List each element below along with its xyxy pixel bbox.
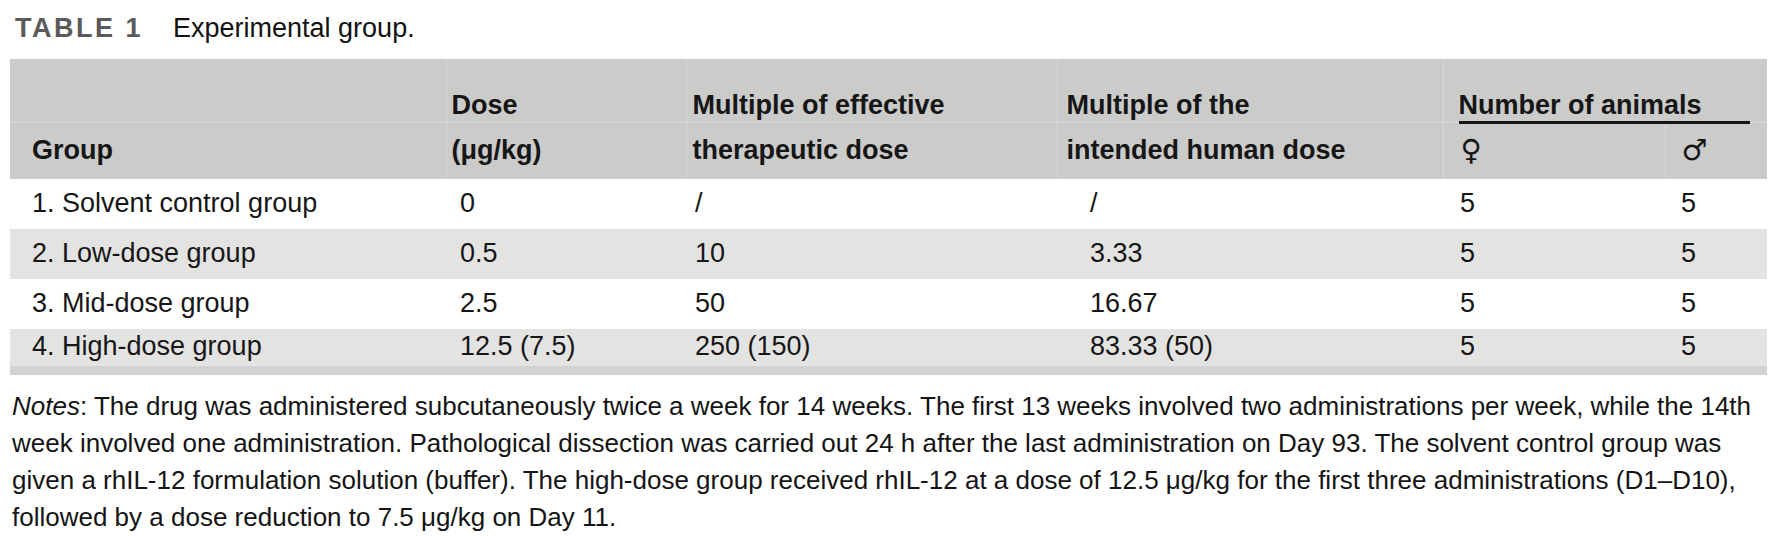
col-header-group: Group (10, 122, 446, 179)
header-row-top: Dose Multiple of effective Multiple of t… (10, 59, 1767, 122)
col-header-dose-unit: (μg/kg) (446, 122, 686, 179)
cell-female: 5 (1443, 179, 1665, 229)
number-of-animals-rule (1459, 121, 1751, 124)
cell-dose: 0.5 (446, 229, 686, 279)
table-header: Dose Multiple of effective Multiple of t… (10, 59, 1767, 179)
header-spacer-group (10, 59, 446, 122)
table-caption-text: Experimental group. (173, 13, 415, 43)
table-caption: TABLE 1 Experimental group. (0, 0, 1780, 44)
cell-eff: / (686, 179, 1057, 229)
cell-group: 1. Solvent control group (10, 179, 446, 229)
cell-group: 3. Mid-dose group (10, 279, 446, 329)
cell-eff: 50 (686, 279, 1057, 329)
table-row: 3. Mid-dose group2.55016.6755 (10, 279, 1767, 329)
table-notes: Notes: The drug was administered subcuta… (12, 388, 1766, 536)
cell-dose: 12.5 (7.5) (446, 329, 686, 370)
cell-female: 5 (1443, 329, 1665, 370)
cell-dose: 0 (446, 179, 686, 229)
notes-text: : The drug was administered subcutaneous… (12, 391, 1751, 532)
male-symbol-icon: ♂ (1665, 122, 1767, 179)
cell-male: 5 (1665, 329, 1767, 370)
notes-label: Notes (12, 391, 80, 421)
experimental-groups-table: Dose Multiple of effective Multiple of t… (10, 59, 1767, 375)
table-row: 2. Low-dose group0.5103.3355 (10, 229, 1767, 279)
number-of-animals-label: Number of animals (1459, 90, 1702, 120)
col-header-number-of-animals: Number of animals (1443, 59, 1767, 122)
col-header-effective-multiple-line2: therapeutic dose (686, 122, 1057, 179)
table-row: 4. High-dose group12.5 (7.5)250 (150)83.… (10, 329, 1767, 370)
cell-female: 5 (1443, 279, 1665, 329)
table-body: 1. Solvent control group0//552. Low-dose… (10, 179, 1767, 370)
col-header-dose: Dose (446, 59, 686, 122)
cell-eff: 250 (150) (686, 329, 1057, 370)
female-symbol-icon: ♀ (1443, 122, 1665, 179)
cell-male: 5 (1665, 279, 1767, 329)
cell-female: 5 (1443, 229, 1665, 279)
cell-human: 16.67 (1057, 279, 1443, 329)
col-header-human-multiple: Multiple of the (1057, 59, 1443, 122)
table-number-label: TABLE 1 (15, 13, 143, 43)
col-header-effective-multiple: Multiple of effective (686, 59, 1057, 122)
header-row-bottom: Group (μg/kg) therapeutic dose intended … (10, 122, 1767, 179)
table-row: 1. Solvent control group0//55 (10, 179, 1767, 229)
cell-human: 3.33 (1057, 229, 1443, 279)
cell-human: / (1057, 179, 1443, 229)
cell-group: 2. Low-dose group (10, 229, 446, 279)
cell-male: 5 (1665, 229, 1767, 279)
cell-human: 83.33 (50) (1057, 329, 1443, 370)
cell-male: 5 (1665, 179, 1767, 229)
cell-group: 4. High-dose group (10, 329, 446, 370)
cell-eff: 10 (686, 229, 1057, 279)
col-header-human-multiple-line2: intended human dose (1057, 122, 1443, 179)
cell-dose: 2.5 (446, 279, 686, 329)
